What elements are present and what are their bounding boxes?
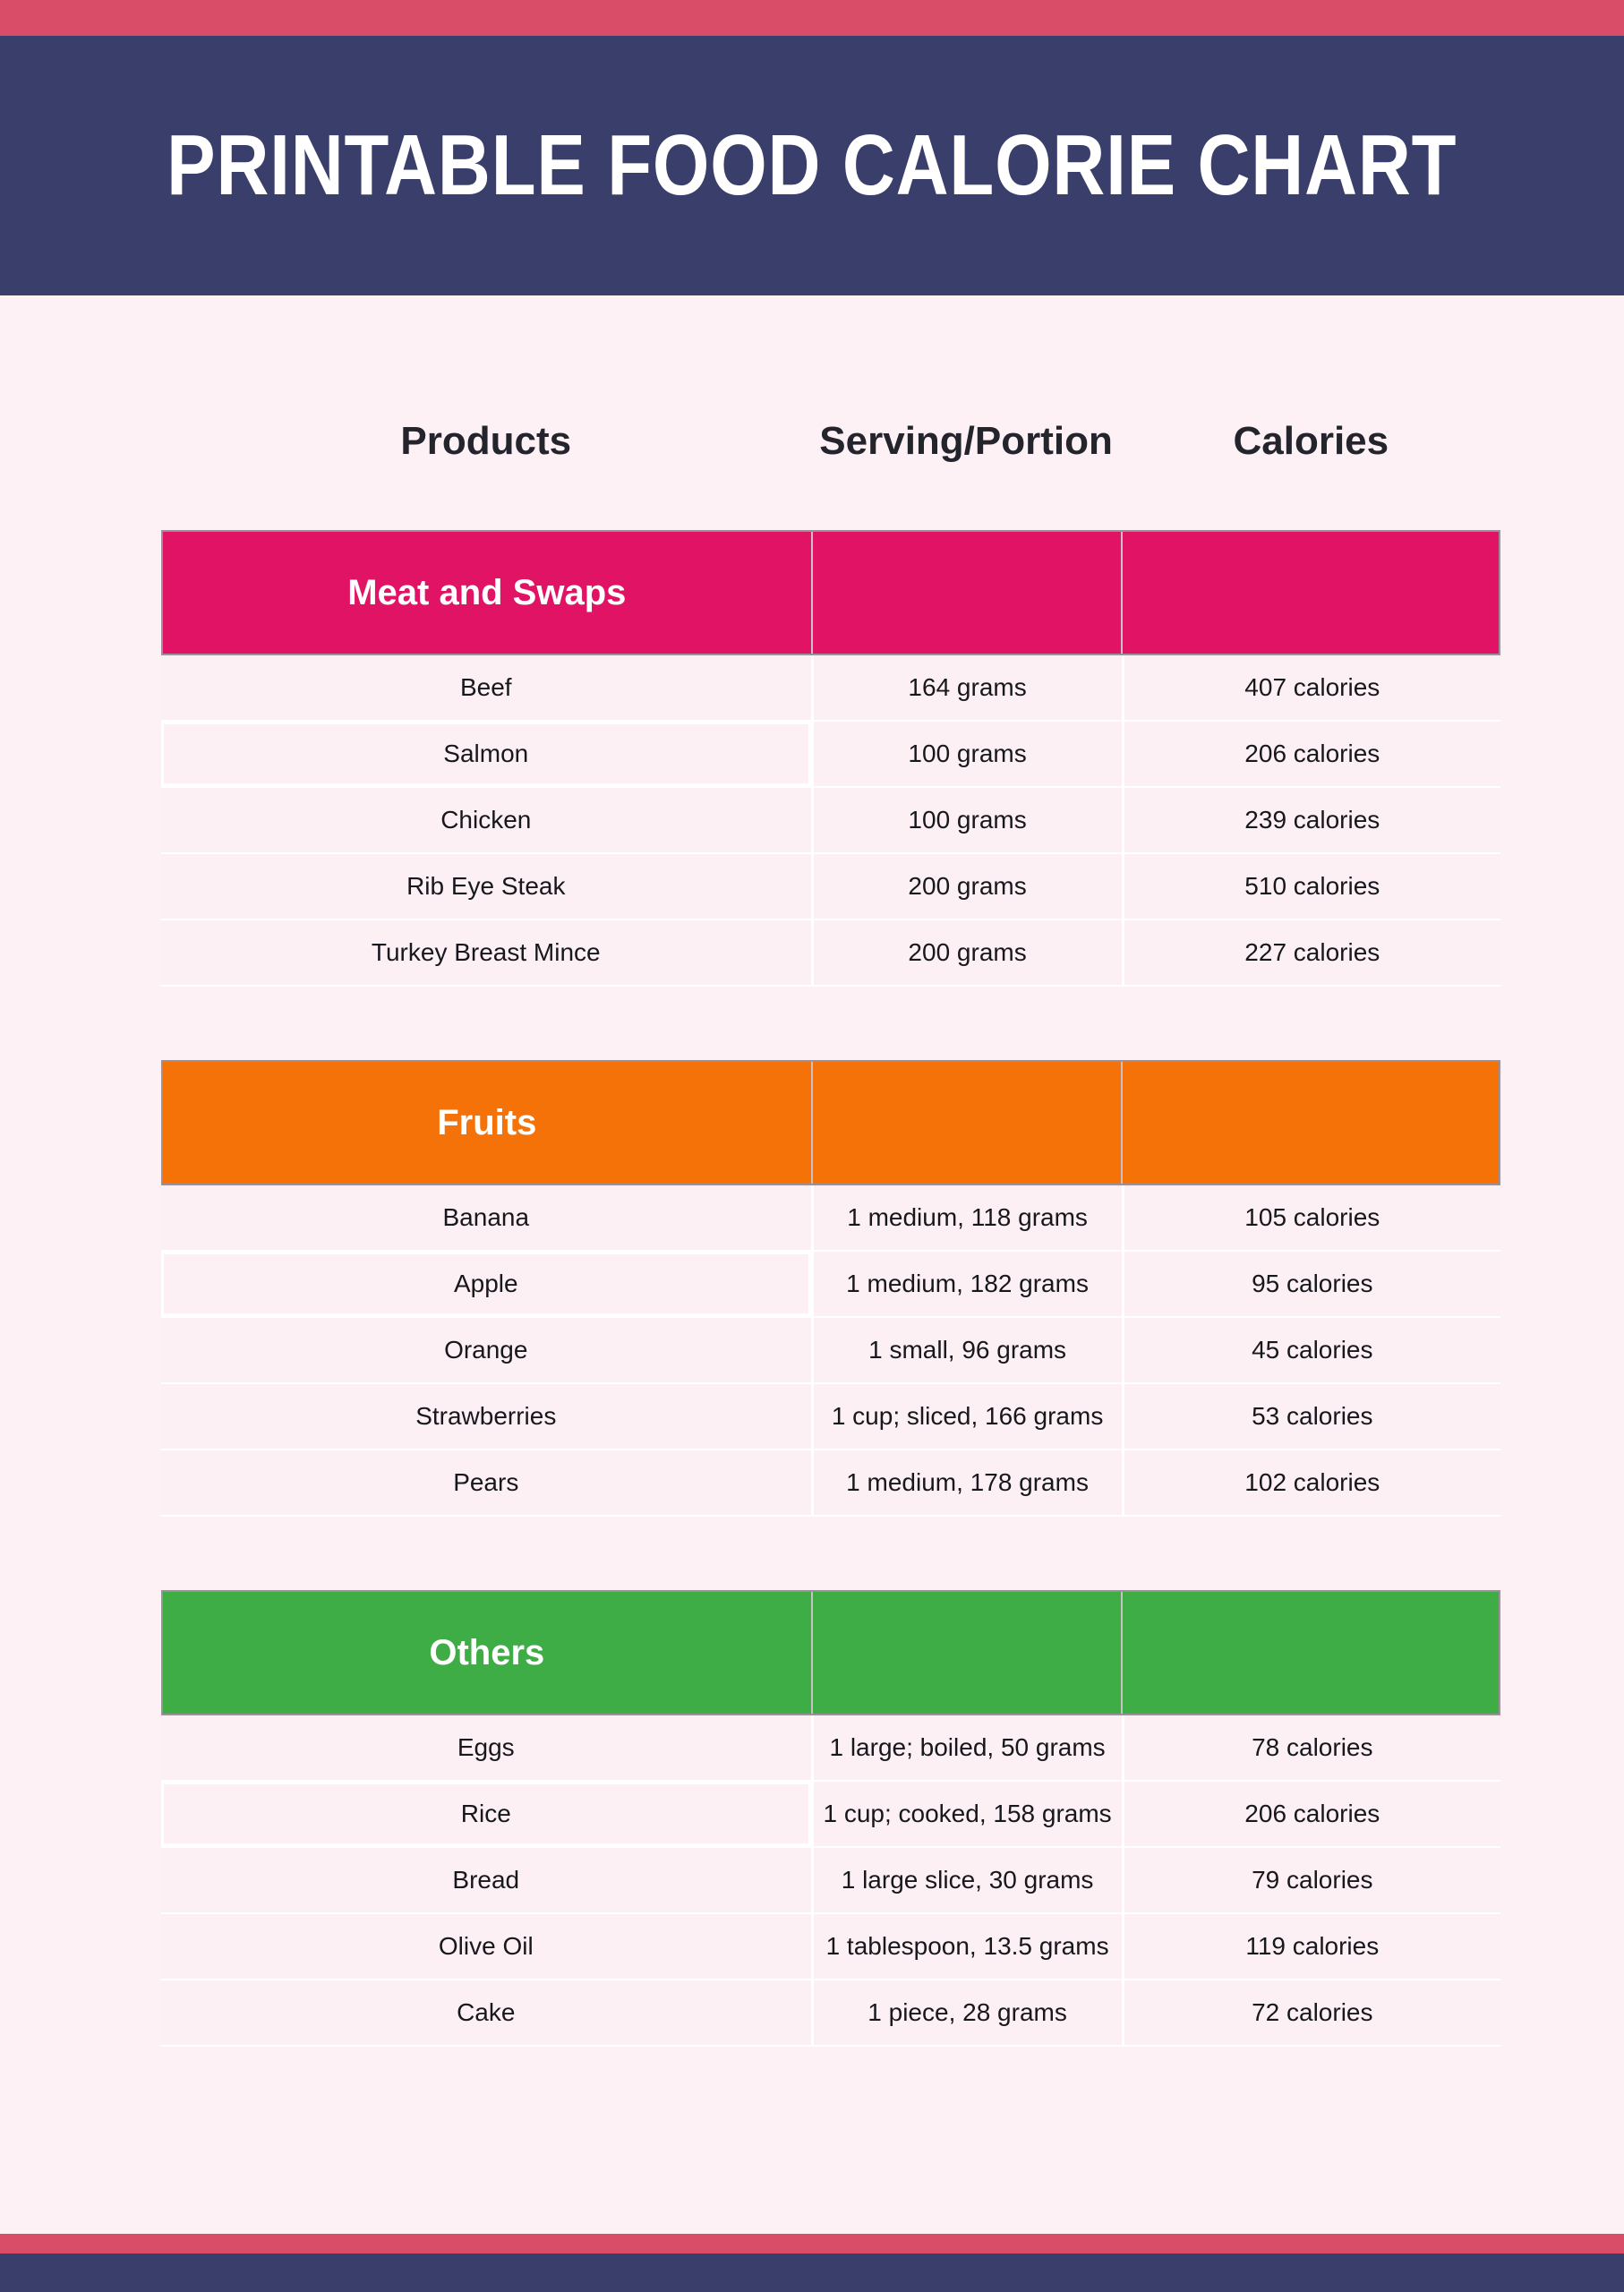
table-row: Orange 1 small, 96 grams 45 calories [161, 1318, 1500, 1384]
cell-calories: 119 calories [1121, 1914, 1500, 1980]
cell-serving: 164 grams [810, 655, 1122, 722]
cell-serving: 1 large; boiled, 50 grams [810, 1715, 1122, 1782]
cell-serving: 100 grams [810, 722, 1122, 788]
cell-calories: 206 calories [1121, 722, 1500, 788]
cell-product: Strawberries [161, 1384, 811, 1450]
cell-calories: 510 calories [1121, 854, 1500, 920]
column-header-serving: Serving/Portion [819, 419, 1113, 463]
table-row: Rib Eye Steak 200 grams 510 calories [161, 854, 1500, 920]
cell-calories: 78 calories [1121, 1715, 1500, 1782]
cell-calories: 102 calories [1121, 1450, 1500, 1517]
cell-calories: 72 calories [1121, 1980, 1500, 2047]
cell-serving: 200 grams [810, 920, 1122, 987]
section-others: Others Eggs 1 large; boiled, 50 grams 78… [161, 1590, 1500, 2047]
table-row: Eggs 1 large; boiled, 50 grams 78 calori… [161, 1715, 1500, 1782]
section-header-empty-cell [810, 1062, 1121, 1184]
section-fruits: Fruits Banana 1 medium, 118 grams 105 ca… [161, 1060, 1500, 1517]
table-row: Strawberries 1 cup; sliced, 166 grams 53… [161, 1384, 1500, 1450]
table-row: Olive Oil 1 tablespoon, 13.5 grams 119 c… [161, 1914, 1500, 1980]
section-header-empty-cell [810, 1592, 1121, 1714]
table-row: Chicken 100 grams 239 calories [161, 788, 1500, 854]
section-header-empty-cell [1120, 1592, 1499, 1714]
cell-product: Chicken [161, 788, 811, 854]
section-header-fruits: Fruits [161, 1060, 1500, 1185]
table-row: Bread 1 large slice, 30 grams 79 calorie… [161, 1848, 1500, 1914]
cell-product: Rib Eye Steak [161, 854, 811, 920]
cell-serving: 1 tablespoon, 13.5 grams [810, 1914, 1122, 1980]
table-row: Banana 1 medium, 118 grams 105 calories [161, 1185, 1500, 1252]
column-header-products: Products [400, 419, 572, 463]
table-row: Apple 1 medium, 182 grams 95 calories [161, 1252, 1500, 1318]
cell-serving: 1 medium, 182 grams [810, 1252, 1122, 1318]
section-header-meat-and-swaps: Meat and Swaps [161, 530, 1500, 655]
section-header-empty-cell [1120, 1062, 1499, 1184]
cell-product: Orange [161, 1318, 811, 1384]
table-row: Turkey Breast Mince 200 grams 227 calori… [161, 920, 1500, 987]
title-banner: PRINTABLE FOOD CALORIE CHART [0, 36, 1624, 295]
chart-content: Products Serving/Portion Calories Meat a… [161, 295, 1500, 2047]
table-row: Pears 1 medium, 178 grams 102 calories [161, 1450, 1500, 1517]
cell-calories: 407 calories [1121, 655, 1500, 722]
cell-serving: 1 cup; cooked, 158 grams [810, 1782, 1122, 1848]
section-label: Meat and Swaps [347, 572, 627, 612]
cell-product: Pears [161, 1450, 811, 1517]
column-header-calories: Calories [1233, 419, 1389, 463]
cell-product: Beef [161, 655, 811, 722]
bottom-accent-stripe [0, 2234, 1624, 2254]
cell-calories: 227 calories [1121, 920, 1500, 987]
cell-calories: 239 calories [1121, 788, 1500, 854]
section-meat-and-swaps: Meat and Swaps Beef 164 grams 407 calori… [161, 530, 1500, 987]
column-headers: Products Serving/Portion Calories [161, 419, 1500, 464]
cell-serving: 1 small, 96 grams [810, 1318, 1122, 1384]
section-label: Fruits [437, 1102, 537, 1142]
cell-calories: 95 calories [1121, 1252, 1500, 1318]
cell-product: Rice [161, 1782, 811, 1848]
table-row: Salmon 100 grams 206 calories [161, 722, 1500, 788]
page-title: PRINTABLE FOOD CALORIE CHART [167, 117, 1457, 213]
cell-calories: 79 calories [1121, 1848, 1500, 1914]
top-accent-stripe [0, 0, 1624, 36]
cell-product: Turkey Breast Mince [161, 920, 811, 987]
cell-serving: 1 large slice, 30 grams [810, 1848, 1122, 1914]
cell-calories: 53 calories [1121, 1384, 1500, 1450]
cell-calories: 45 calories [1121, 1318, 1500, 1384]
cell-serving: 1 cup; sliced, 166 grams [810, 1384, 1122, 1450]
cell-serving: 1 medium, 118 grams [810, 1185, 1122, 1252]
cell-product: Eggs [161, 1715, 811, 1782]
section-header-others: Others [161, 1590, 1500, 1715]
section-header-empty-cell [1120, 532, 1499, 654]
table-row: Cake 1 piece, 28 grams 72 calories [161, 1980, 1500, 2047]
cell-product: Banana [161, 1185, 811, 1252]
cell-calories: 105 calories [1121, 1185, 1500, 1252]
cell-product: Apple [161, 1252, 811, 1318]
cell-product: Bread [161, 1848, 811, 1914]
cell-serving: 1 medium, 178 grams [810, 1450, 1122, 1517]
cell-serving: 100 grams [810, 788, 1122, 854]
bottom-navy-stripe [0, 2254, 1624, 2292]
cell-product: Salmon [161, 722, 811, 788]
cell-calories: 206 calories [1121, 1782, 1500, 1848]
section-header-empty-cell [810, 532, 1121, 654]
table-row: Beef 164 grams 407 calories [161, 655, 1500, 722]
table-row: Rice 1 cup; cooked, 158 grams 206 calori… [161, 1782, 1500, 1848]
footer-accent [0, 2234, 1624, 2292]
cell-serving: 1 piece, 28 grams [810, 1980, 1122, 2047]
section-label: Others [429, 1632, 545, 1672]
cell-product: Olive Oil [161, 1914, 811, 1980]
cell-serving: 200 grams [810, 854, 1122, 920]
cell-product: Cake [161, 1980, 811, 2047]
